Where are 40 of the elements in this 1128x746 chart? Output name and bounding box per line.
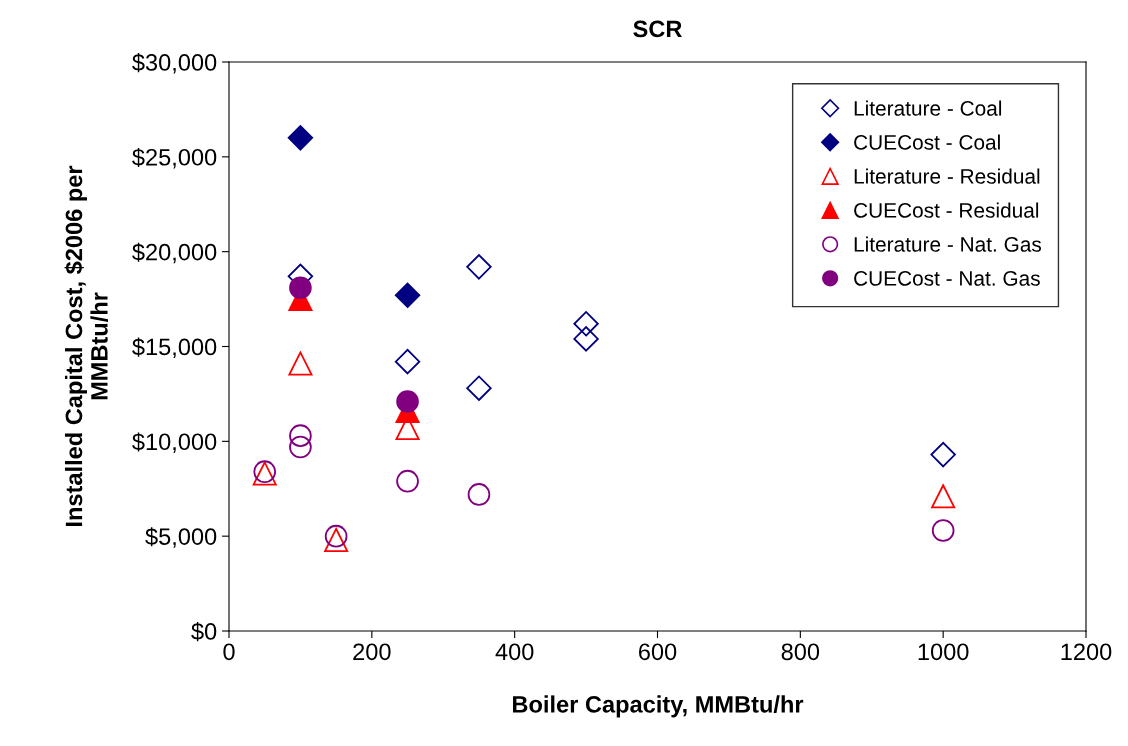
point (467, 483, 491, 506)
y-tick-label: $20,000 (132, 242, 217, 264)
x-tick-label: 400 (495, 643, 534, 661)
x-tick-label: 1000 (918, 643, 969, 661)
point (289, 435, 312, 459)
x-tick-label: 600 (639, 643, 677, 661)
y-tick-label: $30,000 (132, 53, 217, 74)
legend-label: CUECost - Nat. Gas (854, 271, 1040, 286)
legend-label: Literature - Coal (854, 100, 1002, 116)
point (930, 441, 956, 468)
y-axis-title: Installed Capital Cost, $2006 per MMBtu/hr (64, 165, 108, 526)
y-tick-label: $25,000 (132, 147, 217, 169)
legend-label: Literature - Residual (854, 168, 1040, 184)
x-axis-title: Boiler Capacity, MMBtu/hr (513, 695, 804, 718)
x-tick-label: 1200 (1061, 643, 1112, 661)
point (573, 311, 599, 337)
point (287, 125, 314, 151)
point (931, 484, 956, 509)
point (573, 326, 599, 352)
point (288, 351, 313, 376)
x-tick-label: 0 (223, 643, 235, 661)
point (289, 424, 312, 447)
y-tick-label: $10,000 (132, 432, 217, 453)
point (466, 254, 492, 280)
y-tick-label: $0 (191, 622, 217, 642)
x-tick-label: 200 (353, 643, 391, 661)
chart-title: SCR (633, 20, 682, 38)
legend-label: CUECost - Coal (854, 134, 1000, 150)
y-tick-label: $15,000 (132, 337, 217, 359)
point (394, 282, 421, 308)
point (396, 390, 419, 413)
legend-label: CUECost - Residual (854, 202, 1039, 218)
point (394, 348, 421, 375)
point (396, 469, 419, 493)
point (466, 375, 492, 401)
point (289, 276, 312, 300)
point (931, 519, 955, 542)
x-tick-label: 800 (781, 643, 820, 661)
y-tick-label: $5,000 (145, 527, 217, 548)
legend-label: Literature - Nat. Gas (854, 236, 1042, 252)
